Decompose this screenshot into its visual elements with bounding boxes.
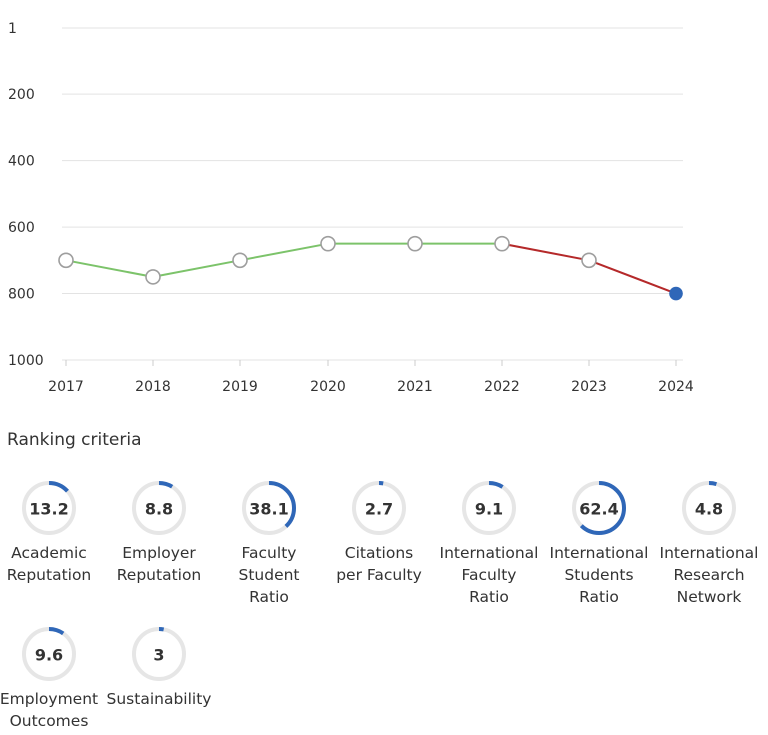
criterion-label-line: Research xyxy=(673,566,745,584)
criterion-score-ring: 3 xyxy=(132,627,186,681)
criterion-label-line: per Faculty xyxy=(336,566,422,584)
series-line-segment xyxy=(588,259,677,295)
rank-point[interactable] xyxy=(407,235,423,252)
criterion-score: 9.1 xyxy=(475,500,503,519)
criterion-item: 9.1 International Faculty Ratio xyxy=(434,478,544,608)
criterion-score: 62.4 xyxy=(579,500,618,519)
criterion-label: International Research Network xyxy=(654,542,764,608)
series-line-segment xyxy=(152,259,241,278)
criterion-label-line: Reputation xyxy=(6,566,92,584)
criterion-label-line: Faculty xyxy=(461,566,517,584)
criterion-item: 62.4 International Students Ratio xyxy=(544,478,654,608)
ring-progress-arc xyxy=(572,481,626,535)
criterion-score: 8.8 xyxy=(145,500,173,519)
criterion-label: Faculty Student Ratio xyxy=(214,542,324,608)
ring-progress-arc xyxy=(22,481,76,535)
criterion-label-line: Sustainability xyxy=(106,690,212,708)
criterion-item: 4.8 International Research Network xyxy=(654,478,764,608)
x-tick-label: 2020 xyxy=(310,379,346,395)
criterion-score-ring: 2.7 xyxy=(352,481,406,535)
criterion-item: 2.7 Citations per Faculty xyxy=(324,478,434,586)
ring-progress-arc xyxy=(22,627,76,681)
criterion-label-line: Academic xyxy=(11,544,87,562)
y-tick-label: 400 xyxy=(8,154,35,170)
y-tick-label: 1 xyxy=(8,21,17,37)
criterion-score-ring: 62.4 xyxy=(572,481,626,535)
ring-progress-arc xyxy=(462,481,516,535)
criterion-score: 9.6 xyxy=(35,646,63,665)
current-rank-point[interactable] xyxy=(669,286,683,301)
y-tick-label: 600 xyxy=(8,220,35,236)
criterion-score-ring: 38.1 xyxy=(242,481,296,535)
criterion-item: 9.6 Employment Outcomes xyxy=(0,624,104,732)
ring-progress-arc xyxy=(132,481,186,535)
criterion-label-line: International xyxy=(439,544,539,562)
criterion-score: 2.7 xyxy=(365,500,393,519)
y-tick-label: 200 xyxy=(8,87,35,103)
criterion-label-line: Ratio xyxy=(579,588,619,606)
x-tick-label: 2024 xyxy=(658,379,694,395)
criterion-item: 38.1 Faculty Student Ratio xyxy=(214,478,324,608)
y-tick-label: 1000 xyxy=(8,353,44,369)
x-tick-label: 2021 xyxy=(397,379,433,395)
rank-point[interactable] xyxy=(58,252,74,269)
criterion-item: 13.2 Academic Reputation xyxy=(0,478,104,586)
criterion-score: 38.1 xyxy=(249,500,288,519)
x-tick-label: 2018 xyxy=(135,379,171,395)
criterion-score-ring: 9.6 xyxy=(22,627,76,681)
criterion-label-line: Reputation xyxy=(116,566,202,584)
criterion-score: 3 xyxy=(153,646,164,665)
series-line-segment xyxy=(65,259,154,278)
x-tick-label: 2022 xyxy=(484,379,520,395)
criterion-score-ring: 13.2 xyxy=(22,481,76,535)
x-tick-label: 2023 xyxy=(571,379,607,395)
criterion-score-ring: 9.1 xyxy=(462,481,516,535)
criterion-score: 13.2 xyxy=(29,500,68,519)
criterion-label: Academic Reputation xyxy=(0,542,104,586)
criterion-label-line: Ratio xyxy=(249,588,289,606)
criterion-label: Citations per Faculty xyxy=(324,542,434,586)
rank-point[interactable] xyxy=(581,252,597,269)
ring-progress-arc xyxy=(682,481,736,535)
criterion-item: 3 Sustainability xyxy=(104,624,214,710)
criterion-label-line: Employer xyxy=(122,544,196,562)
ranking-criteria-title: Ranking criteria xyxy=(7,430,142,450)
criterion-score-ring: 4.8 xyxy=(682,481,736,535)
criterion-label-line: International xyxy=(659,544,759,562)
criterion-label-line: Ratio xyxy=(469,588,509,606)
criterion-label: Employer Reputation xyxy=(104,542,214,586)
ring-progress-arc xyxy=(132,627,186,681)
criterion-label: Sustainability xyxy=(104,688,214,710)
rank-point[interactable] xyxy=(232,252,248,269)
criterion-label-line: Students xyxy=(564,566,634,584)
rank-point[interactable] xyxy=(320,235,336,252)
criterion-label-line: Employment xyxy=(0,690,99,708)
criterion-label-line: Outcomes xyxy=(9,712,89,730)
criterion-score-ring: 8.8 xyxy=(132,481,186,535)
criterion-label-line: Citations xyxy=(344,544,414,562)
criterion-score: 4.8 xyxy=(695,500,723,519)
criterion-label-line: Student xyxy=(238,566,300,584)
ring-progress-arc xyxy=(352,481,406,535)
y-tick-label: 800 xyxy=(8,287,35,303)
series-line-segment xyxy=(501,242,590,262)
series-line-segment xyxy=(239,242,329,262)
rank-point[interactable] xyxy=(145,269,161,285)
x-tick-label: 2019 xyxy=(222,379,258,395)
criterion-label-line: Network xyxy=(676,588,742,606)
criteria-grid: 13.2 Academic Reputation 8.8 Employer Reputat… xyxy=(0,478,768,735)
criterion-label: Employment Outcomes xyxy=(0,688,104,732)
criterion-label-line: International xyxy=(549,544,649,562)
ring-progress-arc xyxy=(242,481,296,535)
rank-point[interactable] xyxy=(494,235,510,252)
criterion-label: International Students Ratio xyxy=(544,542,654,608)
criterion-item: 8.8 Employer Reputation xyxy=(104,478,214,586)
criterion-label-line: Faculty xyxy=(241,544,297,562)
x-tick-label: 2017 xyxy=(48,379,84,395)
criterion-label: International Faculty Ratio xyxy=(434,542,544,608)
